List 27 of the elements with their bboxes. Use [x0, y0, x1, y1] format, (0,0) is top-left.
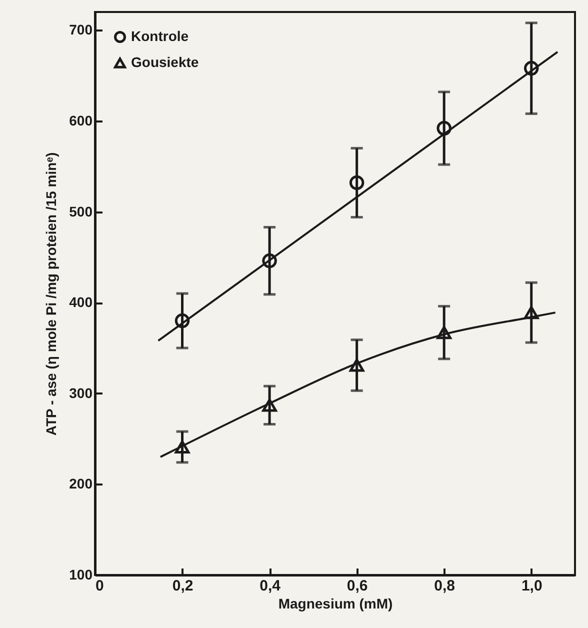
point: [524, 60, 539, 76]
x-tick-label: 0,2: [172, 578, 194, 594]
point: [174, 313, 190, 328]
legend-label: Gousiekte: [131, 54, 199, 70]
point: [262, 398, 277, 412]
y-tick-label: 100: [69, 566, 93, 582]
x-tick-label: 0,4: [260, 578, 282, 594]
point: [349, 358, 364, 372]
y-axis-title: ATP - ase (η mole Pi /mg proteien /15 minᵉ): [43, 152, 60, 436]
y-tick-label: 500: [69, 203, 93, 220]
point: [436, 326, 452, 340]
point: [524, 306, 539, 320]
x-tick-label: 0,6: [346, 578, 368, 594]
y-tick-label: 200: [69, 476, 93, 492]
point: [174, 440, 190, 454]
legend-label: Kontrole: [131, 28, 189, 44]
y-tick-label: 400: [69, 294, 93, 310]
x-tick-label: 1,0: [521, 578, 542, 594]
y-tick-label: 700: [69, 22, 93, 38]
x-tick-label: 0: [96, 578, 104, 594]
x-axis-title: Magnesium (mM): [278, 596, 393, 612]
point: [349, 175, 364, 190]
point: [436, 120, 452, 136]
x-tick-label: 0,8: [434, 578, 456, 594]
y-tick-label: 300: [69, 384, 93, 401]
y-tick-label: 600: [69, 112, 93, 128]
point: [262, 253, 277, 268]
